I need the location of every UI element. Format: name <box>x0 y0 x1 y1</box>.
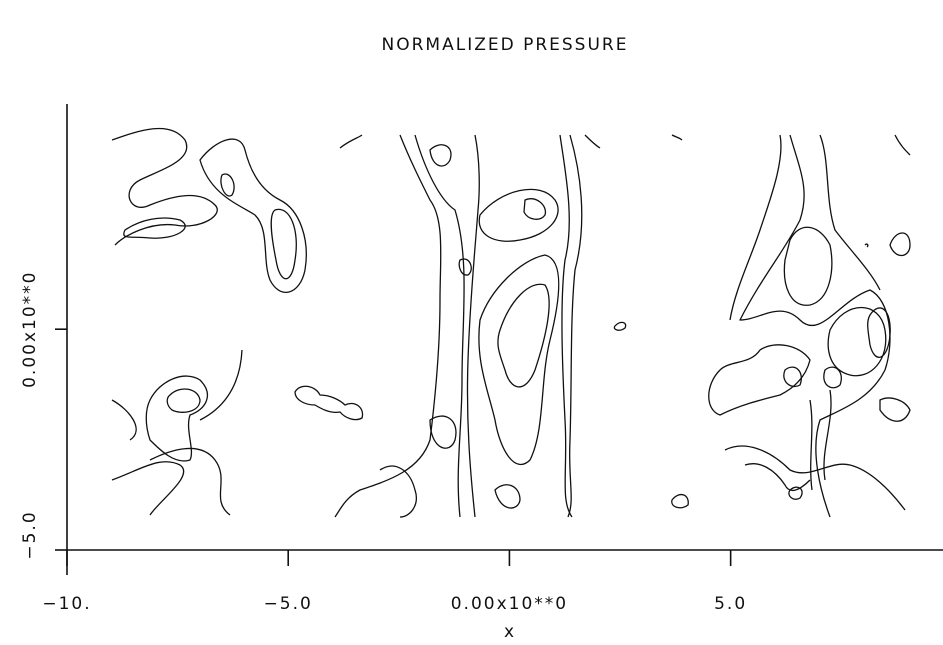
contour-line <box>220 173 235 197</box>
contour-line <box>270 208 297 280</box>
contour-line <box>613 321 689 509</box>
contour-line <box>199 138 307 293</box>
contour-line <box>523 198 547 220</box>
contour-line <box>559 134 573 518</box>
y-tick-label: −5.0 <box>20 510 40 559</box>
contour-line <box>708 344 811 416</box>
contours <box>111 127 911 518</box>
contour-line <box>783 226 833 306</box>
contour-line <box>123 217 186 239</box>
contour-line <box>724 445 906 511</box>
contour-line <box>864 134 911 257</box>
contour-line <box>294 385 364 421</box>
contour-line <box>199 349 243 421</box>
contour-line <box>466 134 480 518</box>
y-tick-label: 0.00x10**0 <box>20 271 40 388</box>
contour-line <box>809 389 911 491</box>
x-axis-label: x <box>504 622 516 641</box>
contour-line <box>145 375 209 462</box>
contour-line <box>567 134 583 518</box>
contour-line <box>497 283 550 388</box>
contour-line <box>867 307 891 358</box>
x-tick-label: −5.0 <box>264 594 313 614</box>
contour-line <box>478 254 560 466</box>
contour-line <box>478 188 559 242</box>
contour-line <box>414 134 465 518</box>
contour-line <box>379 415 457 518</box>
contour-line <box>827 306 887 377</box>
contour-line <box>111 127 218 246</box>
contour-line <box>339 134 683 149</box>
contour-line <box>729 134 881 321</box>
contour-line <box>783 366 842 389</box>
contour-line <box>739 134 891 518</box>
contour-line <box>429 144 472 276</box>
x-tick-label: 5.0 <box>714 594 747 614</box>
contour-line <box>334 134 442 518</box>
x-tick-label: 0.00x10**0 <box>451 594 568 614</box>
contour-line <box>494 484 521 509</box>
contour-line <box>166 388 201 413</box>
contour-line <box>111 399 231 516</box>
chart-title: NORMALIZED PRESSURE <box>382 35 629 55</box>
x-tick-label: −10. <box>42 594 91 614</box>
